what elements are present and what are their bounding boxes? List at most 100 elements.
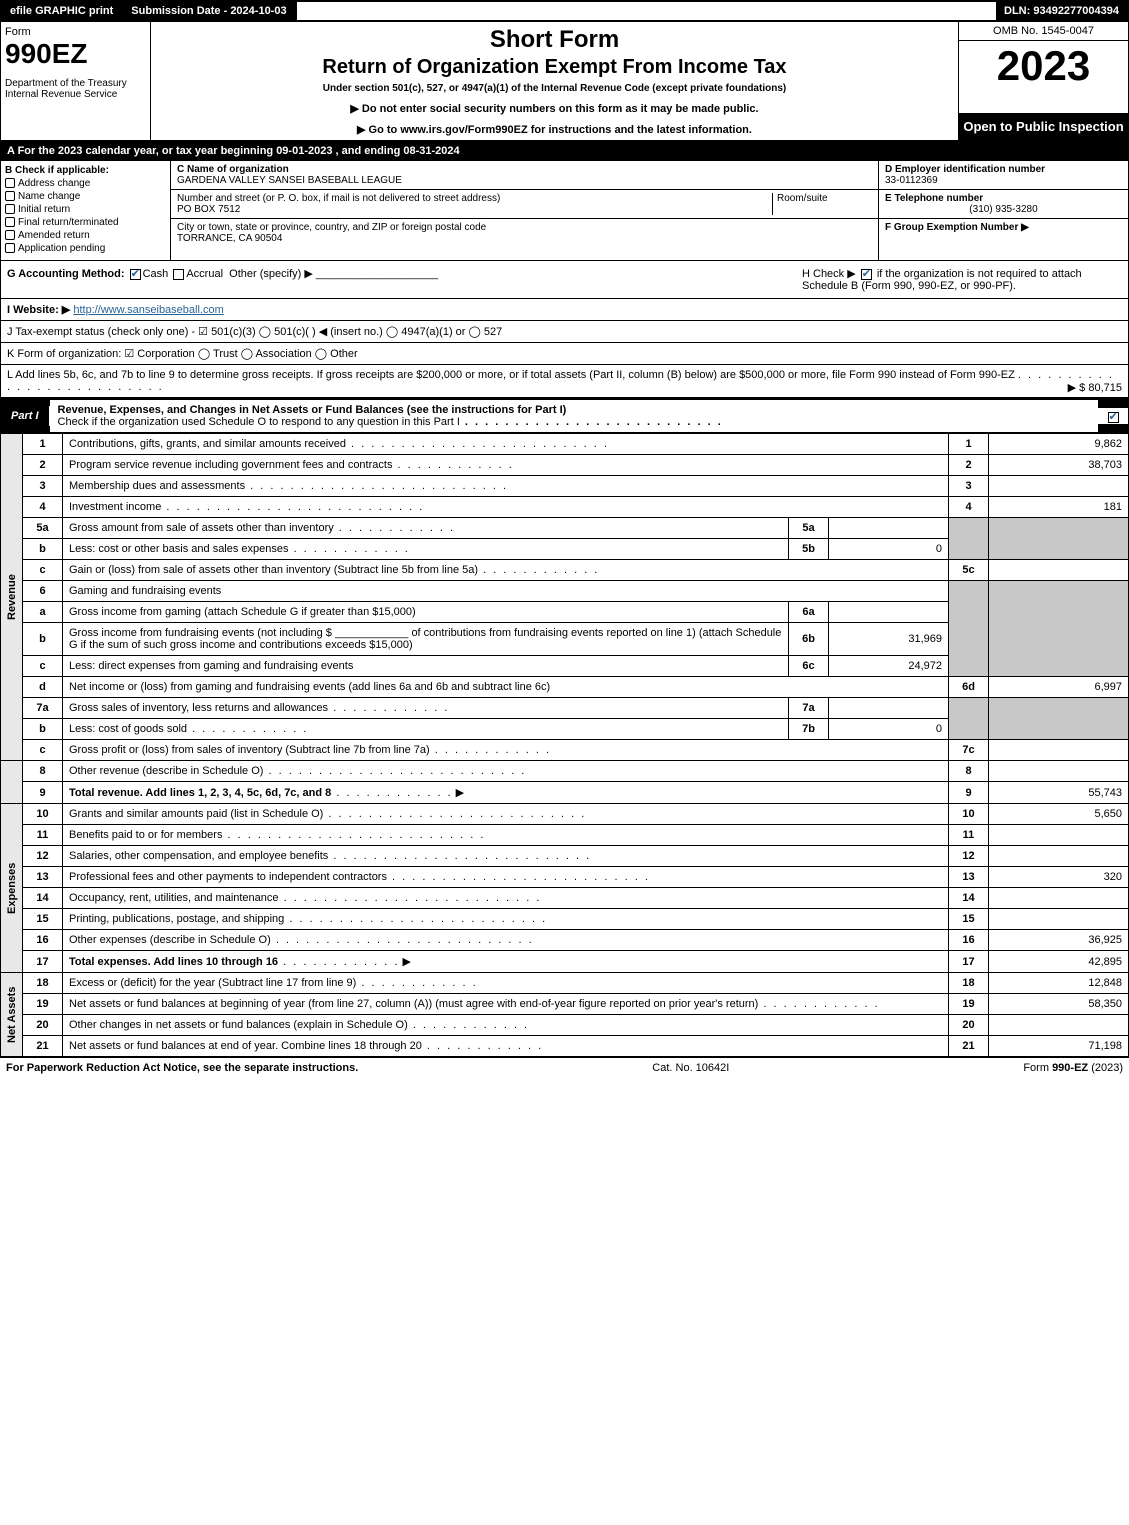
footer-left: For Paperwork Reduction Act Notice, see … [6,1062,358,1074]
amt-line-7c [989,740,1129,761]
amt-line-8 [989,761,1129,782]
ein-label: D Employer identification number [885,164,1045,175]
amt-line-4: 181 [989,497,1129,518]
note-link: ▶ Go to www.irs.gov/Form990EZ for instru… [159,123,950,136]
amt-line-12 [989,846,1129,867]
org-name-label: C Name of organization [177,164,872,175]
amt-line-16: 36,925 [989,930,1129,951]
form-word: Form [5,26,146,38]
chk-initial-return[interactable]: Initial return [5,204,166,215]
chk-name-change[interactable]: Name change [5,191,166,202]
department: Department of the Treasury Internal Reve… [5,78,146,100]
ein-value: 33-0112369 [885,175,938,186]
part-i-label: Part I [1,406,50,426]
header-left: Form 990EZ Department of the Treasury In… [1,22,151,140]
part-i-header: Part I Revenue, Expenses, and Changes in… [0,398,1129,433]
part-i-subtitle: Check if the organization used Schedule … [58,416,460,428]
amt-line-9: 55,743 [989,782,1129,804]
amt-line-1: 9,862 [989,434,1129,455]
side-label-revenue: Revenue [1,434,23,761]
amt-line-17: 42,895 [989,951,1129,973]
omb-number: OMB No. 1545-0047 [959,22,1128,41]
part-i-check[interactable] [1098,408,1128,424]
section-b-title: B Check if applicable: [5,165,166,176]
note-ssn: ▶ Do not enter social security numbers o… [159,102,950,115]
amt-line-3 [989,476,1129,497]
side-label-netassets: Net Assets [1,973,23,1057]
sub-6c: 24,972 [829,656,949,677]
website-label: I Website: ▶ [7,304,70,316]
line-k-org-form: K Form of organization: ☑ Corporation ◯ … [0,343,1129,365]
subtitle: Under section 501(c), 527, or 4947(a)(1)… [159,83,950,94]
header-mid: Short Form Return of Organization Exempt… [151,22,958,140]
line-l-amount: ▶ $ 80,715 [1068,381,1122,394]
group-exemption-label: F Group Exemption Number ▶ [885,222,1029,233]
part-i-title: Revenue, Expenses, and Changes in Net As… [50,399,1098,432]
dln: DLN: 93492277004394 [996,2,1127,20]
line-i-website: I Website: ▶ http://www.sanseibaseball.c… [0,299,1129,321]
chk-accrual[interactable] [173,269,184,280]
amt-line-19: 58,350 [989,994,1129,1015]
note-link-text[interactable]: ▶ Go to www.irs.gov/Form990EZ for instru… [357,124,752,136]
amt-line-2: 38,703 [989,455,1129,476]
revenue-table: Revenue 1 Contributions, gifts, grants, … [0,433,1129,1057]
section-b: B Check if applicable: Address change Na… [1,161,171,260]
city-label: City or town, state or province, country… [177,222,872,233]
chk-address-change[interactable]: Address change [5,178,166,189]
chk-amended-return[interactable]: Amended return [5,230,166,241]
chk-schedule-b[interactable] [861,269,872,280]
section-c: C Name of organization GARDENA VALLEY SA… [171,161,878,260]
section-d-e-f: D Employer identification number 33-0112… [878,161,1128,260]
sub-6a [829,602,949,623]
line-l-gross-receipts: L Add lines 5b, 6c, and 7b to line 9 to … [0,365,1129,398]
open-to-public: Open to Public Inspection [959,113,1128,140]
amt-line-15 [989,909,1129,930]
footer-catalog: Cat. No. 10642I [358,1062,1023,1074]
amt-line-10: 5,650 [989,804,1129,825]
side-label-expenses: Expenses [1,804,23,973]
top-bar: efile GRAPHIC print Submission Date - 20… [0,0,1129,22]
tax-year: 2023 [959,41,1128,113]
amt-line-14 [989,888,1129,909]
title-return: Return of Organization Exempt From Incom… [159,56,950,79]
accounting-other: Other (specify) ▶ [229,268,313,280]
addr-value: PO BOX 7512 [177,204,240,215]
room-suite-label: Room/suite [772,193,872,215]
amt-line-21: 71,198 [989,1036,1129,1057]
amt-line-6d: 6,997 [989,677,1129,698]
chk-final-return[interactable]: Final return/terminated [5,217,166,228]
line-j-tax-exempt: J Tax-exempt status (check only one) - ☑… [0,321,1129,343]
section-h-text1: H Check ▶ [802,268,856,280]
amt-line-11 [989,825,1129,846]
org-name: GARDENA VALLEY SANSEI BASEBALL LEAGUE [177,175,872,186]
section-b-c-d-e: B Check if applicable: Address change Na… [0,161,1129,261]
header-right: OMB No. 1545-0047 2023 Open to Public In… [958,22,1128,140]
website-link[interactable]: http://www.sanseibaseball.com [73,304,223,316]
submission-date: Submission Date - 2024-10-03 [123,2,296,20]
sub-7a [829,698,949,719]
page-footer: For Paperwork Reduction Act Notice, see … [0,1057,1129,1078]
footer-form-ref: Form 990-EZ (2023) [1023,1062,1123,1074]
phone-value: (310) 935-3280 [885,204,1122,215]
sub-5a [829,518,949,539]
sub-5b: 0 [829,539,949,560]
title-short-form: Short Form [159,26,950,54]
amt-line-13: 320 [989,867,1129,888]
chk-cash[interactable] [130,269,141,280]
sub-6b: 31,969 [829,623,949,656]
form-number: 990EZ [5,38,146,70]
amt-line-5c [989,560,1129,581]
amt-line-18: 12,848 [989,973,1129,994]
section-g-h: G Accounting Method: Cash Accrual Other … [0,261,1129,299]
form-header: Form 990EZ Department of the Treasury In… [0,22,1129,141]
phone-label: E Telephone number [885,193,983,204]
efile-label[interactable]: efile GRAPHIC print [2,2,123,20]
addr-label: Number and street (or P. O. box, if mail… [177,193,500,204]
row-a-tax-year: A For the 2023 calendar year, or tax yea… [0,141,1129,161]
accounting-method-label: G Accounting Method: [7,268,125,280]
sub-7b: 0 [829,719,949,740]
amt-line-20 [989,1015,1129,1036]
city-value: TORRANCE, CA 90504 [177,233,872,244]
chk-application-pending[interactable]: Application pending [5,243,166,254]
line-l-text: L Add lines 5b, 6c, and 7b to line 9 to … [7,369,1015,381]
